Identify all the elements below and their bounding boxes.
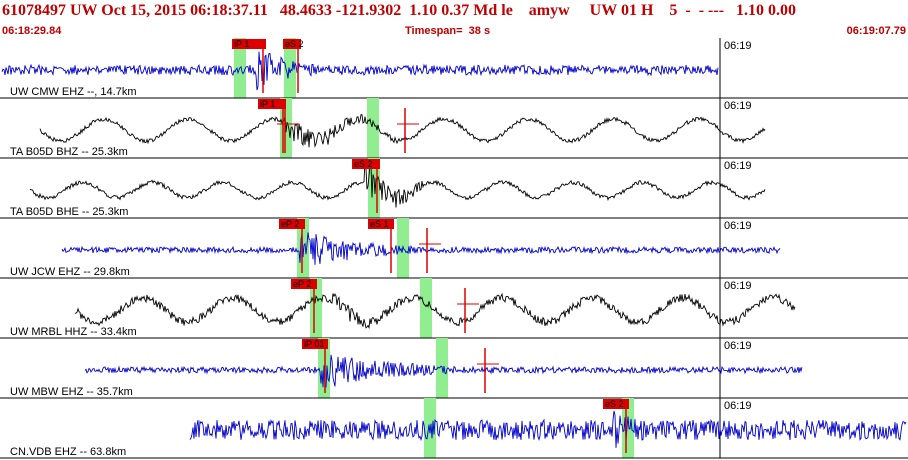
phase-pick-box[interactable]: [291, 279, 317, 289]
phase-pick-box[interactable]: [232, 39, 266, 49]
time-tick-label: 06:19: [724, 220, 752, 232]
phase-pick-box[interactable]: [258, 99, 286, 109]
phase-pick-box[interactable]: [368, 219, 394, 229]
time-tick-label: 06:19: [724, 280, 752, 292]
seismogram-trace[interactable]: [189, 410, 907, 448]
phase-pick-label: eS 2: [354, 159, 373, 169]
phase-pick-box[interactable]: [352, 159, 380, 169]
channel-label: TA B05D BHZ -- 25.3km: [10, 146, 128, 158]
time-tick-label: 06:19: [724, 340, 752, 352]
seismogram-trace[interactable]: [84, 354, 803, 388]
seismogram-trace[interactable]: [1, 51, 719, 91]
end-time: 06:19:07.79: [846, 25, 906, 37]
channel-label: TA B05D BHE -- 25.3km: [10, 206, 128, 218]
seismogram-trace[interactable]: [74, 292, 796, 330]
phase-pick-label: iP 01: [304, 339, 324, 349]
pick-window: [310, 278, 322, 338]
channel-label: CN.VDB EHZ -- 63.8km: [10, 446, 126, 458]
pick-window: [420, 278, 432, 338]
phase-pick-label: eS 2: [605, 399, 624, 409]
phase-pick-label: iP 1: [234, 39, 249, 49]
phase-pick-label: eP 2: [281, 219, 299, 229]
time-tick-label: 06:19: [724, 400, 752, 412]
time-tick-label: 06:19: [724, 40, 752, 52]
channel-label: UW JCW EHZ -- 29.8km: [10, 266, 130, 278]
phase-pick-box[interactable]: [283, 39, 301, 49]
phase-pick-label: eS 1: [370, 219, 389, 229]
channel-label: UW MRBL HHZ -- 33.4km: [10, 326, 137, 338]
seismogram-trace[interactable]: [61, 232, 781, 265]
event-header: 61078497 UW Oct 15, 2015 06:18:37.11 48.…: [0, 0, 908, 38]
time-tick-label: 06:19: [724, 100, 752, 112]
timespan-label: Timespan= 38 s: [405, 25, 491, 37]
phase-pick-box[interactable]: [603, 399, 629, 409]
seismogram-trace[interactable]: [39, 114, 766, 148]
channel-label: UW MBW EHZ -- 35.7km: [10, 386, 133, 398]
pick-window: [284, 38, 296, 98]
time-tick-label: 06:19: [724, 160, 752, 172]
event-title: 61078497 UW Oct 15, 2015 06:18:37.11 48.…: [2, 2, 797, 19]
phase-pick-label: eS 2: [285, 39, 304, 49]
start-time: 06:18:29.84: [2, 25, 62, 37]
channel-label: UW CMW EHZ --, 14.7km: [10, 86, 137, 98]
phase-pick-box[interactable]: [302, 339, 328, 349]
pick-window: [424, 398, 436, 458]
seismogram-panel[interactable]: 06:19 iP 1 eS 2 UW CMW EHZ --, 14.7km 06:19 i…: [0, 38, 908, 460]
phase-pick-box[interactable]: [279, 219, 305, 229]
phase-pick-label: iP 1: [260, 99, 275, 109]
phase-pick-label: eP 2: [293, 279, 311, 289]
pick-window: [622, 398, 634, 458]
seismogram-trace[interactable]: [29, 159, 766, 208]
pick-window: [367, 98, 379, 158]
